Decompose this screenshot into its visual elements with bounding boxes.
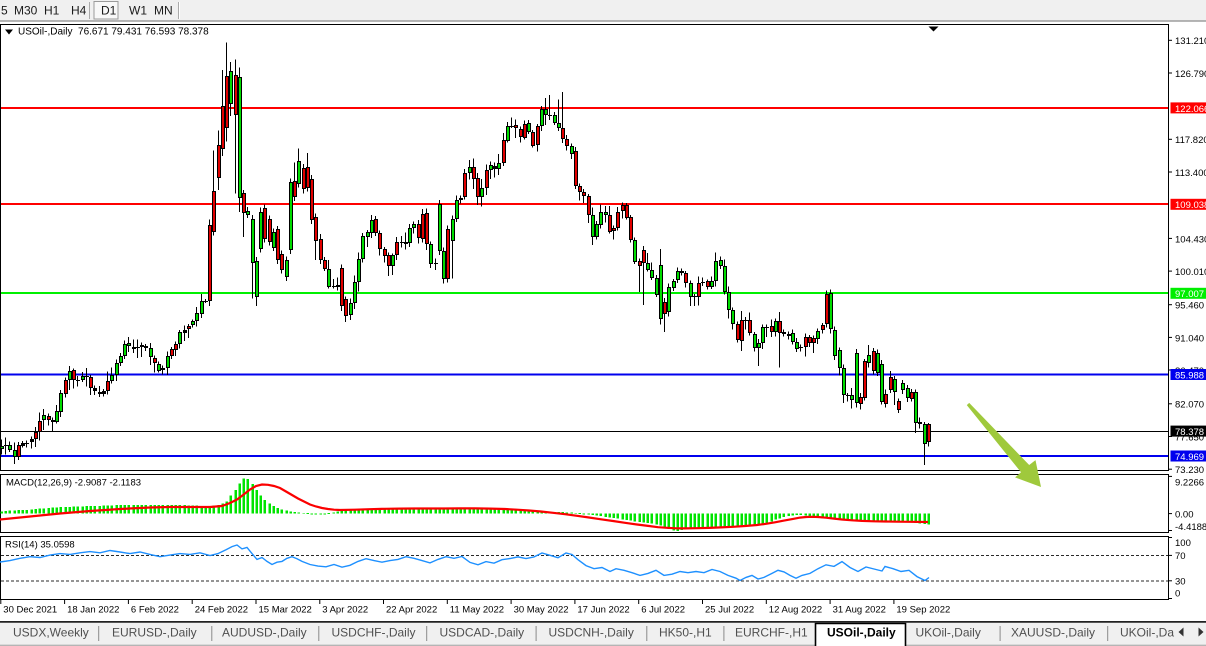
svg-text:131.210: 131.210	[1175, 36, 1206, 47]
svg-text:XAUUSD-,Daily: XAUUSD-,Daily	[1011, 626, 1095, 640]
svg-text:6 Feb 2022: 6 Feb 2022	[131, 605, 179, 616]
svg-text:30 May 2022: 30 May 2022	[514, 605, 569, 616]
svg-text:USDCAD-,Daily: USDCAD-,Daily	[440, 626, 525, 640]
svg-text:30 Dec 2021: 30 Dec 2021	[3, 605, 57, 616]
svg-text:M30: M30	[14, 4, 38, 18]
svg-text:USDCHF-,Daily: USDCHF-,Daily	[332, 626, 416, 640]
svg-text:0: 0	[1175, 589, 1180, 600]
svg-text:97.007: 97.007	[1175, 289, 1204, 300]
svg-text:22 Apr 2022: 22 Apr 2022	[386, 605, 437, 616]
svg-text:19 Sep 2022: 19 Sep 2022	[896, 605, 950, 616]
svg-text:AUDUSD-,Daily: AUDUSD-,Daily	[222, 626, 307, 640]
svg-text:UKOil-,Daily: UKOil-,Daily	[916, 626, 981, 640]
svg-text:H1: H1	[44, 4, 60, 18]
svg-text:3 Apr 2022: 3 Apr 2022	[322, 605, 368, 616]
svg-text:H4: H4	[71, 4, 87, 18]
svg-text:12 Aug 2022: 12 Aug 2022	[769, 605, 822, 616]
svg-text:15 Mar 2022: 15 Mar 2022	[259, 605, 312, 616]
svg-text:11 May 2022: 11 May 2022	[450, 605, 504, 616]
svg-text:-4.4188: -4.4188	[1175, 522, 1206, 533]
svg-text:104.430: 104.430	[1175, 234, 1206, 245]
svg-text:MACD(12,26,9) -2.9087 -2.1183: MACD(12,26,9) -2.9087 -2.1183	[6, 478, 141, 489]
svg-text:100: 100	[1175, 538, 1191, 549]
svg-text:HK50-,H1: HK50-,H1	[659, 626, 712, 640]
svg-text:6 Jul 2022: 6 Jul 2022	[641, 605, 685, 616]
svg-text:122.066: 122.066	[1175, 104, 1206, 115]
svg-text:91.040: 91.040	[1175, 333, 1204, 344]
svg-text:25 Jul 2022: 25 Jul 2022	[705, 605, 754, 616]
svg-text:5: 5	[1, 4, 8, 18]
svg-text:9.2266: 9.2266	[1175, 478, 1204, 489]
svg-text:EURUSD-,Daily: EURUSD-,Daily	[112, 626, 197, 640]
svg-text:RSI(14) 35.0598: RSI(14) 35.0598	[5, 540, 75, 551]
svg-text:95.460: 95.460	[1175, 301, 1204, 312]
svg-text:MN: MN	[154, 4, 173, 18]
svg-text:74.969: 74.969	[1175, 452, 1204, 463]
svg-text:117.820: 117.820	[1175, 135, 1206, 146]
svg-text:EURCHF-,H1: EURCHF-,H1	[735, 626, 808, 640]
svg-text:126.790: 126.790	[1175, 69, 1206, 80]
svg-text:77.650: 77.650	[1175, 432, 1204, 443]
svg-text:0.00: 0.00	[1175, 509, 1194, 520]
svg-text:30: 30	[1175, 577, 1186, 588]
svg-text:24 Feb 2022: 24 Feb 2022	[195, 605, 248, 616]
svg-text:70: 70	[1175, 551, 1186, 562]
svg-text:UKOil-,Da: UKOil-,Da	[1120, 626, 1174, 640]
svg-text:82.070: 82.070	[1175, 400, 1204, 411]
svg-text:85.988: 85.988	[1175, 370, 1204, 381]
svg-text:100.010: 100.010	[1175, 267, 1206, 278]
svg-text:17 Jun 2022: 17 Jun 2022	[577, 605, 629, 616]
svg-text:USDCNH-,Daily: USDCNH-,Daily	[549, 626, 634, 640]
svg-text:113.400: 113.400	[1175, 168, 1206, 179]
svg-text:18 Jan 2022: 18 Jan 2022	[67, 605, 119, 616]
svg-text:W1: W1	[129, 4, 147, 18]
svg-text:D1: D1	[101, 4, 117, 18]
svg-text:109.038: 109.038	[1175, 200, 1206, 211]
svg-text:73.230: 73.230	[1175, 465, 1204, 476]
svg-text:USDX,Weekly: USDX,Weekly	[13, 626, 89, 640]
svg-text:31 Aug 2022: 31 Aug 2022	[833, 605, 886, 616]
svg-text:USOil-,Daily: USOil-,Daily	[827, 626, 896, 640]
svg-text:78.378: 78.378	[1175, 427, 1204, 438]
svg-text:USOil-,Daily 76.671 79.431 76: USOil-,Daily 76.671 79.431 76.593 78.378	[18, 27, 209, 38]
